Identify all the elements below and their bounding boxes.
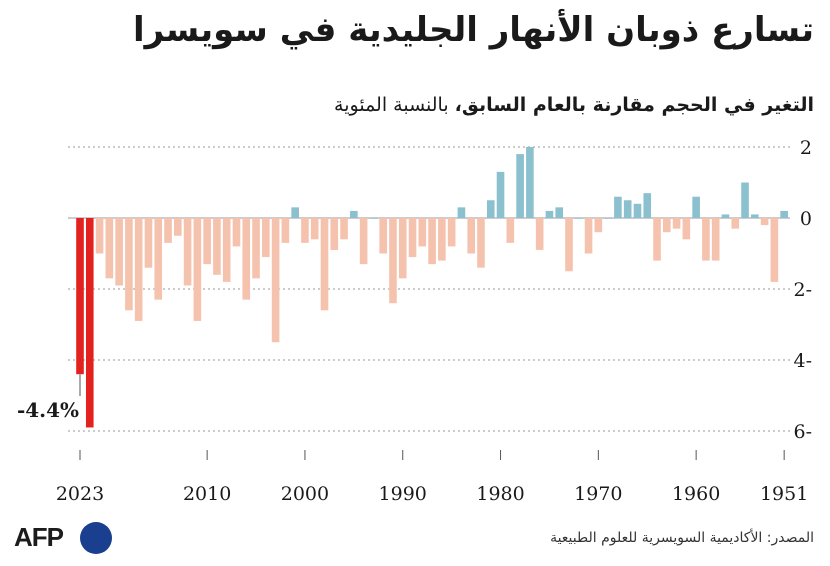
- bar: [95, 218, 104, 254]
- bar: [506, 218, 515, 243]
- axis-layer: 2 0 2- 4- 6- 2023 2010 2000 1990 1980 1970 1960 1951: [56, 137, 812, 505]
- bar: [672, 218, 681, 229]
- bar: [428, 218, 436, 265]
- bar: [203, 218, 211, 265]
- bar: [653, 218, 661, 261]
- bar: [252, 218, 260, 279]
- bar: [213, 218, 221, 275]
- bar: [604, 218, 612, 219]
- bar: [310, 218, 319, 240]
- bar: [222, 218, 231, 282]
- y-tick-label: 4-: [793, 350, 812, 372]
- bar: [721, 214, 730, 218]
- bar: [359, 218, 368, 265]
- bar: [574, 218, 583, 219]
- bar: [751, 214, 759, 218]
- bar: [281, 218, 290, 243]
- bar: [692, 196, 700, 218]
- bar: [154, 218, 163, 300]
- bar: [535, 218, 544, 250]
- bar: [105, 218, 114, 279]
- x-tick-label: 2010: [183, 483, 231, 505]
- bar: [398, 218, 407, 279]
- x-tick-label: 1951: [760, 483, 808, 505]
- y-tick-label: 6-: [793, 421, 812, 443]
- bar: [526, 147, 534, 218]
- bar: [760, 218, 769, 226]
- chart-subtitle: التغير في الحجم مقارنة بالعام السابق، با…: [334, 94, 814, 116]
- bar: [623, 200, 632, 218]
- bars-layer: [76, 147, 788, 428]
- bar: [438, 218, 446, 261]
- bar: [496, 171, 505, 218]
- y-tick-label: 2: [800, 137, 812, 159]
- bar: [682, 218, 691, 240]
- bar: [457, 207, 466, 218]
- y-tick-label: 0: [800, 208, 812, 230]
- bar: [115, 218, 123, 286]
- bar: [340, 218, 348, 240]
- bar: [418, 218, 427, 247]
- bar: [711, 218, 720, 261]
- x-tick-label: 1990: [379, 483, 427, 505]
- bar: [584, 218, 593, 254]
- grid-layer: [68, 146, 790, 432]
- bar: [594, 218, 603, 233]
- subtitle-bold: التغير في الحجم مقارنة بالعام السابق،: [454, 94, 814, 116]
- bar: [330, 218, 339, 250]
- bar: [134, 218, 143, 321]
- x-tick-label: 1970: [574, 483, 622, 505]
- x-tick-label: 2000: [281, 483, 329, 505]
- afp-logo-dot-icon: [80, 522, 112, 554]
- bar: [643, 193, 652, 218]
- bar: [242, 218, 251, 300]
- y-tick-label: 2-: [793, 279, 812, 301]
- bar: [85, 218, 94, 428]
- x-tick-label: 2023: [56, 483, 104, 505]
- bar: [741, 182, 749, 218]
- source-note: المصدر: الأكاديمية السويسرية للعلوم الطب…: [550, 530, 814, 546]
- bar: [447, 218, 456, 247]
- bar: [702, 218, 710, 261]
- bar: [731, 218, 740, 229]
- bar: [379, 218, 387, 254]
- subtitle-rest: بالنسبة المئوية: [334, 94, 455, 116]
- bar: [770, 218, 779, 282]
- bar: [545, 210, 554, 218]
- bar: [271, 218, 280, 343]
- bar: [477, 218, 485, 268]
- bar: [663, 218, 671, 233]
- bar: [144, 218, 153, 268]
- bar: [291, 207, 299, 218]
- bar: [614, 196, 622, 218]
- annotation-label: -4.4%: [17, 398, 79, 422]
- bar: [389, 218, 397, 304]
- bar: [193, 218, 202, 321]
- chart-title: تسارع ذوبان الأنهار الجليدية في سويسرا: [132, 10, 814, 50]
- bar: [232, 218, 241, 247]
- bar: [467, 218, 475, 254]
- bar: [174, 218, 182, 236]
- x-tick-label: 1960: [672, 483, 720, 505]
- bar: [262, 218, 270, 258]
- bar: [516, 154, 524, 218]
- bar: [76, 218, 84, 375]
- x-tick-label: 1980: [476, 483, 524, 505]
- bar: [125, 218, 133, 311]
- annotation-layer: -4.4%: [17, 374, 81, 422]
- bar: [183, 218, 192, 286]
- bar: [320, 218, 329, 311]
- bar: [555, 207, 564, 218]
- afp-logo-text: AFP: [14, 522, 64, 552]
- bar: [164, 218, 172, 243]
- bar: [486, 200, 495, 218]
- bar: [565, 218, 573, 272]
- bar: [369, 218, 378, 219]
- bar: [408, 218, 417, 258]
- bar: [780, 210, 788, 218]
- bar: [633, 203, 642, 218]
- bar: [350, 210, 358, 218]
- bar: [301, 218, 309, 243]
